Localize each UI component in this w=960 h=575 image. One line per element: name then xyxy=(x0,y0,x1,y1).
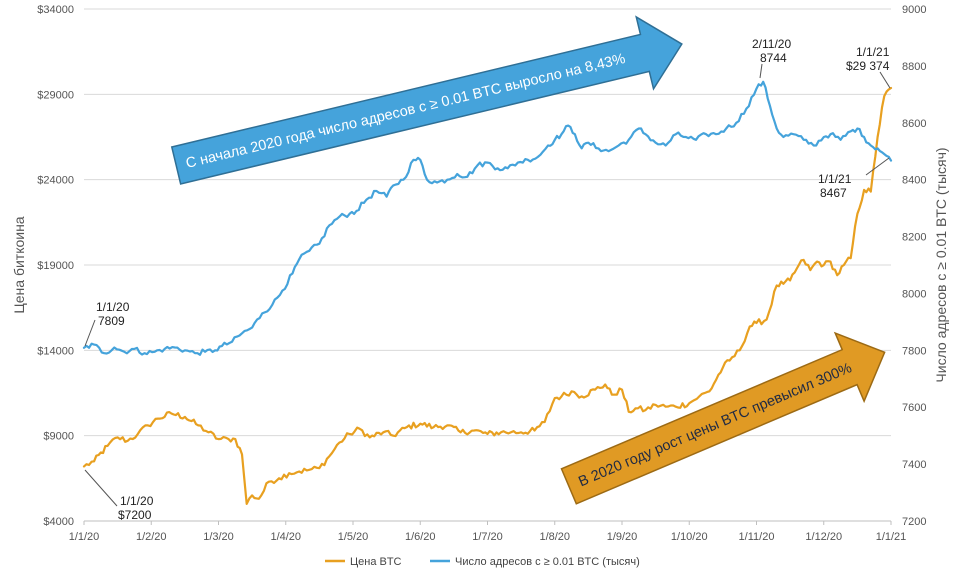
x-tick: 1/5/20 xyxy=(338,531,369,543)
series-addresses-line xyxy=(82,80,893,356)
addr-end-value: 8467 xyxy=(820,186,847,200)
y-right-tick: 7400 xyxy=(902,459,926,471)
legend-addr-label: Число адресов с ≥ 0.01 BTC (тысяч) xyxy=(455,556,640,568)
blue-arrow-shape xyxy=(170,15,683,185)
legend-price-label: Цена BTC xyxy=(350,556,402,568)
addr-peak-value: 8744 xyxy=(760,51,787,65)
blue-callout-text: С начала 2020 года число адресов с ≥ 0.0… xyxy=(184,51,627,172)
y-right-tick: 7800 xyxy=(902,345,926,357)
x-tick: 1/7/20 xyxy=(472,531,503,543)
x-tick: 1/9/20 xyxy=(607,531,638,543)
x-tick: 1/3/20 xyxy=(203,531,234,543)
addr-start-value: 7809 xyxy=(98,314,125,328)
orange-arrow-shape xyxy=(560,331,886,505)
x-tick: 1/1/21 xyxy=(876,531,907,543)
series-price-line xyxy=(82,86,893,505)
y-right-tick: 9000 xyxy=(902,4,926,16)
x-tick: 1/11/20 xyxy=(739,531,775,543)
price-end-date: 1/1/21 xyxy=(856,45,890,59)
x-tick: 1/12/20 xyxy=(805,531,842,543)
y-right-tick: 8600 xyxy=(902,118,926,130)
x-tick: 1/4/20 xyxy=(270,531,301,543)
addr-end-date: 1/1/21 xyxy=(818,172,852,186)
y-right-tick: 8000 xyxy=(902,288,926,300)
y-right-axis-title: Число адресов с ≥ 0.01 BTC (тысяч) xyxy=(933,147,949,382)
y-right-tick: 8800 xyxy=(902,61,926,73)
y-right-tick: 7600 xyxy=(902,402,926,414)
annotation-price-start: 1/1/20 $7200 xyxy=(84,469,154,522)
x-tick: 1/10/20 xyxy=(671,531,708,543)
price-start-date: 1/1/20 xyxy=(120,494,154,508)
price-start-value: $7200 xyxy=(118,508,152,522)
price-end-value: $29 374 xyxy=(846,59,890,73)
y-left-tick: $19000 xyxy=(37,260,74,272)
x-tick: 1/2/20 xyxy=(136,531,167,543)
addr-peak-date: 2/11/20 xyxy=(752,37,791,51)
y-left-tick: $9000 xyxy=(43,431,74,443)
x-tick: 1/6/20 xyxy=(405,531,436,543)
y-right-tick: 7200 xyxy=(902,516,926,528)
y-right-tick: 8400 xyxy=(902,175,926,187)
addr-start-date: 1/1/20 xyxy=(96,300,130,314)
y-right-tick: 8200 xyxy=(902,232,926,244)
series-layer xyxy=(82,80,893,505)
annotation-addr-end: 1/1/21 8467 xyxy=(818,157,890,200)
y-left-tick-labels: $4000 $9000 $14000 $19000 $24000 $29000 $34000 xyxy=(37,4,74,528)
y-right-tick-labels: 7200 7400 7600 7800 8000 8200 8400 8600 8800 9000 xyxy=(902,4,926,528)
annotation-price-end: 1/1/21 $29 374 xyxy=(846,45,891,89)
annotation-addr-peak: 2/11/20 8744 xyxy=(752,37,791,79)
orange-callout-arrow: В 2020 году рост цены BTC превысил 300% xyxy=(560,331,886,505)
blue-callout-arrow: С начала 2020 года число адресов с ≥ 0.0… xyxy=(170,15,683,185)
y-left-axis-title: Цена биткоина xyxy=(11,216,27,313)
y-left-tick: $29000 xyxy=(37,89,74,101)
legend: Цена BTC Число адресов с ≥ 0.01 BTC (тыс… xyxy=(325,556,640,568)
y-left-tick: $14000 xyxy=(37,345,74,357)
x-tick-labels: 1/1/20 1/2/20 1/3/20 1/4/20 1/5/20 1/6/20 1/7/… xyxy=(69,521,907,543)
x-tick: 1/1/20 xyxy=(69,531,100,543)
x-tick: 1/8/20 xyxy=(539,531,570,543)
annotation-addr-start: 1/1/20 7809 xyxy=(84,300,130,347)
y-left-tick: $24000 xyxy=(37,175,74,187)
y-left-tick: $4000 xyxy=(43,516,74,528)
y-left-tick: $34000 xyxy=(37,4,74,16)
